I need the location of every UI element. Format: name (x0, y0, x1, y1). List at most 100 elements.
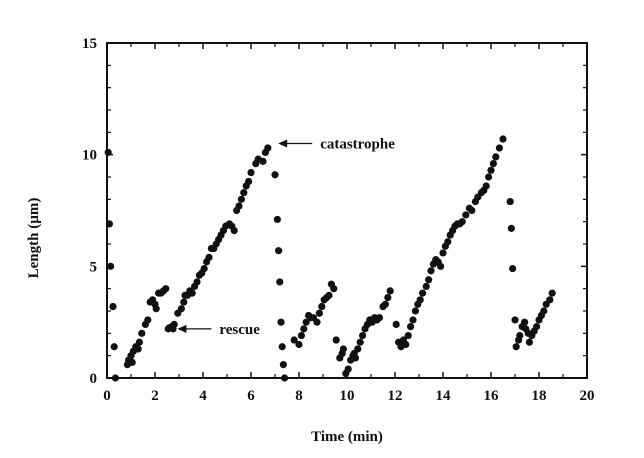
data-point (404, 331, 412, 340)
data-point (392, 320, 400, 328)
data-point (107, 262, 115, 270)
data-point (492, 153, 500, 161)
data-point (495, 144, 503, 152)
data-point (499, 135, 507, 143)
data-point (111, 374, 119, 382)
data-point (487, 166, 495, 174)
data-point (152, 305, 160, 313)
data-point (264, 144, 272, 152)
data-point (525, 338, 534, 346)
data-point (275, 247, 283, 255)
x-tick-label: 8 (295, 388, 303, 404)
data-point (359, 331, 367, 340)
x-tick-label: 2 (151, 388, 159, 404)
data-point (104, 148, 112, 157)
data-point (351, 354, 359, 362)
data-point (237, 195, 245, 203)
y-axis-title: Length (µm) (26, 198, 42, 279)
annotation-arrowhead (278, 139, 288, 148)
data-point (386, 287, 394, 295)
data-point (109, 302, 117, 311)
data-point (437, 262, 445, 270)
data-point (325, 291, 333, 299)
data-point (180, 298, 188, 306)
data-point (235, 202, 243, 210)
data-point (407, 323, 415, 331)
data-point (548, 289, 556, 297)
data-point (240, 189, 248, 197)
data-point (422, 282, 430, 291)
data-point (188, 289, 196, 297)
data-point (297, 331, 305, 340)
annotations: catastrophe rescue (177, 137, 395, 338)
data-point (482, 182, 490, 190)
data-point (512, 343, 520, 351)
data-point (281, 374, 289, 382)
data-point (245, 177, 253, 186)
data-point (354, 345, 362, 353)
data-point (344, 365, 352, 373)
data-point (105, 220, 113, 228)
data-point (332, 336, 340, 344)
data-point (489, 160, 497, 168)
data-point (356, 338, 364, 346)
data-point (540, 307, 548, 315)
data-point (330, 285, 338, 293)
data-point (409, 316, 417, 324)
data-point (375, 314, 383, 322)
data-point (277, 318, 285, 326)
data-point (402, 340, 410, 349)
data-point (381, 300, 389, 308)
data-point (439, 249, 447, 257)
data-point (444, 238, 452, 246)
data-point (318, 302, 326, 311)
data-point (200, 264, 208, 273)
data-point (110, 343, 118, 351)
annotation-arrowhead (177, 324, 187, 333)
data-point (313, 318, 321, 326)
data-point (162, 285, 170, 293)
data-point (144, 316, 152, 324)
data-point (411, 307, 419, 315)
data-point (177, 305, 185, 313)
data-point (485, 173, 493, 181)
y-tick-label: 15 (82, 36, 97, 52)
data-point (247, 168, 255, 177)
data-point (230, 227, 238, 235)
x-tick-label: 4 (199, 388, 207, 404)
data-point (302, 318, 310, 326)
y-tick-label: 0 (90, 371, 98, 387)
data-point (271, 171, 279, 179)
data-point (516, 331, 524, 340)
data-point (300, 325, 308, 333)
data-point (339, 345, 347, 353)
x-tick-label: 6 (247, 388, 255, 404)
y-tick-label: 10 (82, 148, 97, 164)
data-point (135, 338, 143, 346)
data-point (419, 289, 427, 297)
data-point (506, 197, 514, 206)
data-point (427, 267, 435, 275)
data-point (521, 318, 529, 326)
x-tick-label: 12 (388, 388, 403, 404)
data-point (468, 206, 476, 215)
x-tick-label: 10 (340, 388, 355, 404)
x-tick-label: 16 (484, 388, 500, 404)
data-point (205, 253, 213, 261)
x-tick-label: 0 (103, 388, 111, 404)
annotation-label: rescue (219, 322, 260, 338)
data-point (315, 309, 323, 317)
data-points (104, 135, 556, 382)
data-point (276, 278, 284, 286)
data-point (193, 278, 201, 286)
data-point (507, 224, 515, 232)
x-tick-label: 14 (436, 388, 452, 404)
data-point (134, 345, 142, 353)
data-point (384, 294, 392, 302)
data-point (259, 157, 267, 165)
data-point (458, 218, 466, 226)
x-tick-label: 18 (532, 388, 547, 404)
plot-frame (106, 42, 588, 379)
y-axis-title-text: Length (µm) (26, 198, 42, 279)
ticks: 0 2 4 6 8 10 12 14 16 18 20 0 5 10 15 (82, 36, 595, 404)
